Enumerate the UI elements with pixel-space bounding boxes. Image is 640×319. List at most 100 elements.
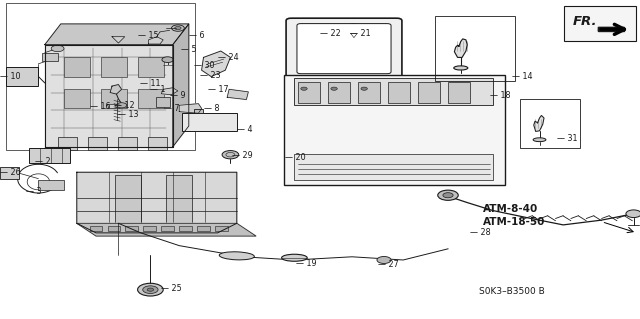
Text: — 10: — 10: [0, 72, 20, 81]
Bar: [520, 99, 580, 148]
Text: ATM-18-50: ATM-18-50: [483, 217, 545, 227]
Bar: [58, 137, 77, 150]
Circle shape: [377, 256, 391, 263]
Bar: [148, 137, 167, 150]
Bar: [138, 89, 164, 108]
FancyBboxPatch shape: [286, 18, 402, 79]
Polygon shape: [179, 104, 202, 113]
Bar: [156, 97, 170, 107]
Polygon shape: [454, 39, 467, 57]
Circle shape: [143, 286, 158, 293]
Bar: [29, 148, 70, 163]
Text: — 26: — 26: [0, 168, 20, 177]
Text: — 14: — 14: [512, 72, 532, 81]
Text: — 25: — 25: [161, 284, 182, 293]
Text: — 6: — 6: [189, 31, 204, 40]
Text: ATM-8-40: ATM-8-40: [483, 204, 538, 214]
Polygon shape: [45, 24, 189, 45]
Bar: [143, 226, 156, 231]
Circle shape: [51, 45, 64, 52]
FancyBboxPatch shape: [297, 24, 391, 74]
Text: — 2: — 2: [35, 157, 51, 166]
Bar: [294, 154, 493, 180]
Bar: [6, 3, 195, 150]
Text: — 22: — 22: [320, 29, 340, 38]
Text: — 29: — 29: [232, 151, 253, 160]
Text: — 4: — 4: [237, 125, 252, 134]
Bar: [90, 226, 102, 231]
Bar: [179, 226, 192, 231]
Circle shape: [147, 288, 154, 291]
Bar: [564, 6, 636, 41]
Circle shape: [222, 151, 239, 159]
Ellipse shape: [220, 252, 254, 260]
Bar: [42, 53, 58, 61]
Text: — 8: — 8: [204, 104, 219, 113]
Bar: [125, 226, 138, 231]
Text: — 30: — 30: [194, 61, 214, 70]
Bar: [328, 82, 350, 103]
Polygon shape: [227, 89, 248, 100]
Polygon shape: [534, 115, 544, 131]
Bar: [6, 67, 38, 86]
Circle shape: [138, 283, 163, 296]
Polygon shape: [110, 85, 122, 94]
Bar: [115, 175, 141, 223]
Circle shape: [172, 25, 184, 31]
Polygon shape: [161, 88, 178, 95]
Text: — 7: — 7: [164, 104, 180, 113]
Text: — 13: — 13: [118, 110, 139, 119]
Circle shape: [626, 210, 640, 218]
Bar: [88, 137, 107, 150]
Bar: [284, 75, 505, 185]
Bar: [294, 78, 493, 105]
Text: — 18: — 18: [490, 91, 510, 100]
Circle shape: [443, 193, 453, 198]
Bar: [166, 175, 192, 223]
Polygon shape: [77, 172, 237, 233]
Bar: [215, 226, 228, 231]
Bar: [381, 75, 390, 78]
Text: — 17: — 17: [208, 85, 228, 94]
Circle shape: [175, 26, 181, 30]
Polygon shape: [108, 104, 116, 108]
Circle shape: [162, 57, 173, 63]
Text: — 21: — 21: [350, 29, 371, 38]
Circle shape: [331, 87, 337, 90]
Bar: [448, 82, 470, 103]
Bar: [358, 82, 380, 103]
Bar: [194, 109, 203, 113]
Bar: [197, 226, 210, 231]
Text: — 12: — 12: [114, 101, 134, 110]
Text: — 11: — 11: [140, 79, 160, 88]
Polygon shape: [45, 45, 173, 147]
Bar: [435, 16, 515, 81]
Text: — 20: — 20: [285, 153, 305, 162]
Polygon shape: [202, 51, 230, 77]
Polygon shape: [598, 27, 624, 31]
Ellipse shape: [533, 138, 546, 142]
Bar: [298, 82, 320, 103]
Text: — 19: — 19: [296, 259, 316, 268]
Text: — 3: — 3: [26, 187, 41, 196]
Polygon shape: [148, 37, 163, 44]
Polygon shape: [77, 223, 256, 236]
Text: — 5: — 5: [181, 45, 196, 54]
Text: — 27: — 27: [378, 260, 398, 269]
Text: — 1: — 1: [150, 85, 166, 94]
Bar: [296, 75, 306, 78]
Polygon shape: [351, 33, 357, 38]
Bar: [418, 82, 440, 103]
Text: — 23: — 23: [200, 71, 221, 80]
Text: FR.: FR.: [573, 15, 597, 28]
Circle shape: [438, 190, 458, 200]
Ellipse shape: [454, 66, 468, 70]
Bar: [101, 57, 127, 77]
Text: — 15: — 15: [138, 31, 158, 40]
Bar: [38, 180, 64, 190]
Text: — 28: — 28: [470, 228, 491, 237]
Text: — 16: — 16: [90, 102, 110, 111]
Bar: [64, 89, 90, 108]
Polygon shape: [173, 24, 189, 147]
Bar: [118, 137, 137, 150]
